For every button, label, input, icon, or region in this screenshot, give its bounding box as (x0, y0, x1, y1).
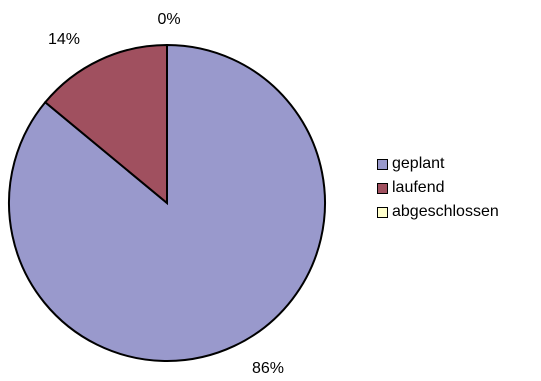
legend-label-abgeschlossen: abgeschlossen (392, 203, 499, 220)
legend-item-laufend: laufend (377, 176, 541, 200)
legend-label-geplant: geplant (392, 155, 445, 172)
pie-label-geplant: 86% (252, 360, 284, 377)
legend-label-laufend: laufend (392, 179, 445, 196)
legend-item-abgeschlossen: abgeschlossen (377, 200, 541, 224)
pie-label-abgeschlossen: 0% (157, 11, 180, 28)
legend: geplant laufend abgeschlossen (377, 152, 541, 224)
legend-swatch-laufend (377, 182, 388, 194)
pie-slice-laufend (43, 43, 168, 206)
pie-label-laufend: 14% (48, 31, 80, 48)
legend-swatch-geplant (377, 158, 388, 170)
legend-item-geplant: geplant (377, 152, 541, 176)
legend-swatch-abgeschlossen (377, 206, 388, 218)
